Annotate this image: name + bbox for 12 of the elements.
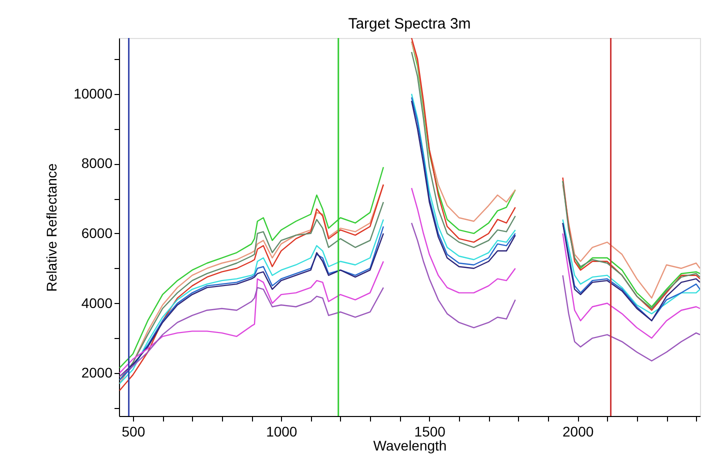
y-tick-label: 2000 — [81, 364, 113, 381]
y-tick-label: 10000 — [74, 85, 113, 102]
x-tick-label: 1000 — [266, 424, 298, 440]
y-axis-title: Relative Reflectance — [44, 163, 60, 292]
x-axis-title: Wavelength — [373, 438, 447, 454]
chart-title: Target Spectra 3m — [348, 15, 471, 32]
y-tick-label: 4000 — [81, 294, 113, 311]
x-tick-label: 2000 — [562, 424, 594, 440]
x-tick-label: 1500 — [414, 424, 446, 440]
y-tick-label: 8000 — [81, 155, 113, 172]
y-tick-label: 6000 — [81, 224, 113, 241]
x-tick-label: 500 — [122, 424, 146, 440]
